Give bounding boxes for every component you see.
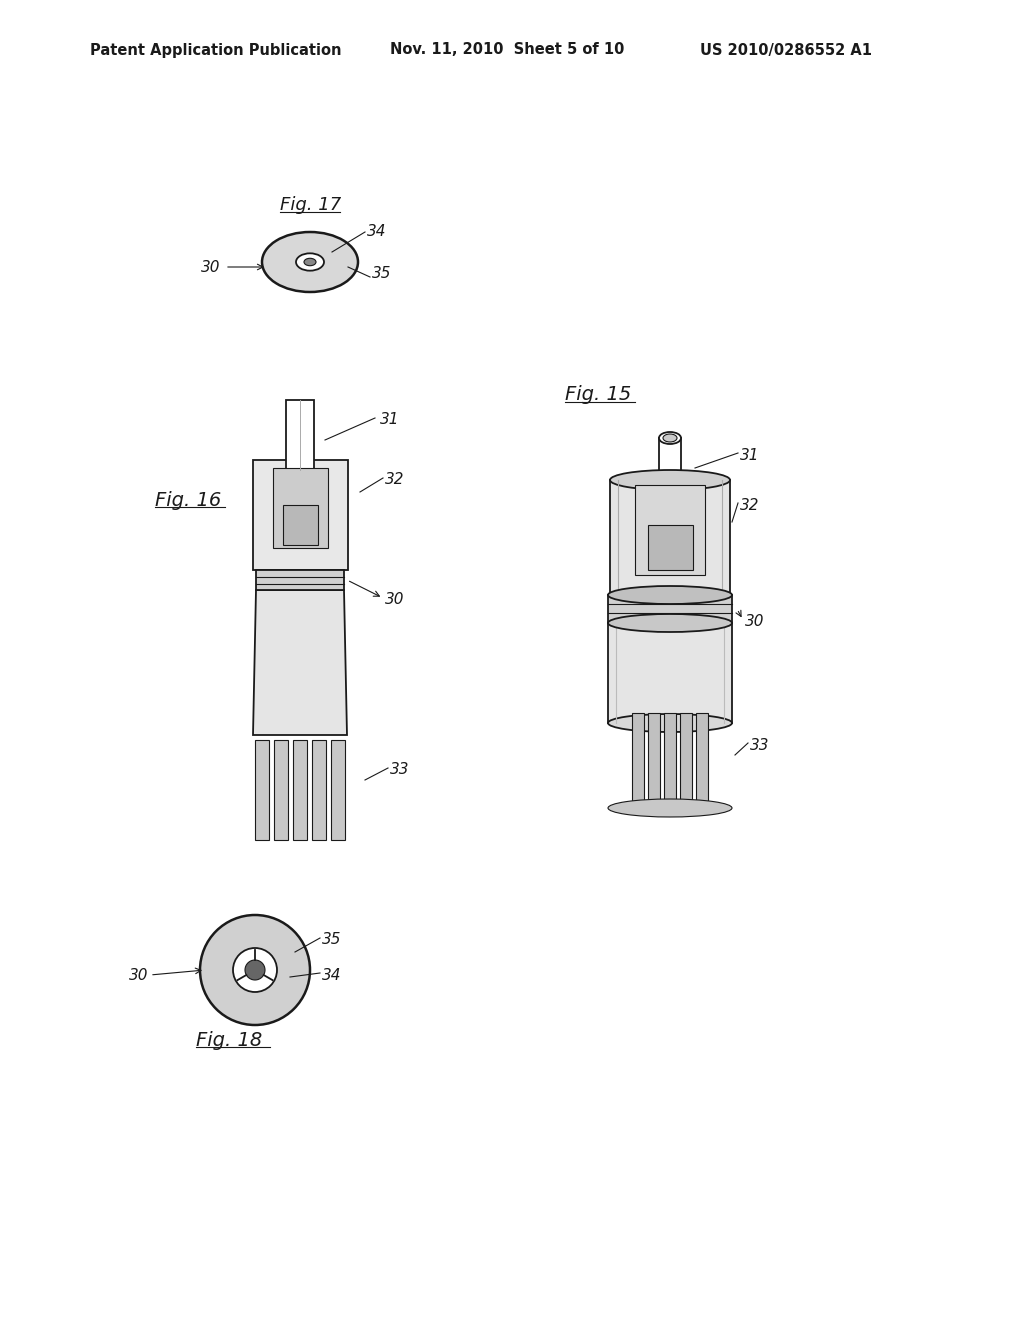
Bar — [274, 741, 288, 840]
Bar — [632, 713, 644, 808]
Bar — [256, 570, 344, 590]
Text: 34: 34 — [322, 968, 341, 982]
Bar — [696, 713, 708, 808]
Ellipse shape — [304, 259, 316, 265]
Bar — [283, 506, 318, 545]
Text: 35: 35 — [322, 932, 341, 948]
Ellipse shape — [608, 714, 732, 733]
Bar — [610, 480, 730, 595]
Ellipse shape — [245, 960, 265, 979]
Bar — [648, 525, 693, 570]
Text: Patent Application Publication: Patent Application Publication — [90, 42, 341, 58]
Text: 30: 30 — [128, 968, 148, 982]
Ellipse shape — [233, 948, 278, 993]
Ellipse shape — [608, 614, 732, 632]
Text: 31: 31 — [380, 412, 399, 428]
Text: US 2010/0286552 A1: US 2010/0286552 A1 — [700, 42, 872, 58]
Text: 32: 32 — [385, 473, 404, 487]
Text: Fig. 18: Fig. 18 — [196, 1031, 262, 1049]
Bar — [608, 623, 732, 723]
Bar — [312, 741, 326, 840]
Bar — [608, 595, 732, 623]
Bar — [659, 438, 681, 488]
Ellipse shape — [262, 232, 358, 292]
Text: 33: 33 — [750, 738, 769, 752]
Text: 35: 35 — [372, 267, 391, 281]
Text: 30: 30 — [745, 615, 765, 630]
Bar — [273, 469, 328, 548]
Bar — [648, 713, 660, 808]
Ellipse shape — [659, 432, 681, 444]
Bar — [255, 741, 269, 840]
Ellipse shape — [608, 586, 732, 605]
Bar — [664, 713, 676, 808]
Text: 34: 34 — [367, 224, 386, 239]
Bar — [331, 741, 345, 840]
Bar — [680, 713, 692, 808]
Ellipse shape — [296, 253, 324, 271]
Text: 31: 31 — [740, 447, 760, 462]
Bar — [293, 741, 307, 840]
Bar — [635, 484, 705, 576]
Ellipse shape — [200, 915, 310, 1026]
Text: Fig. 15: Fig. 15 — [565, 385, 631, 404]
Text: Nov. 11, 2010  Sheet 5 of 10: Nov. 11, 2010 Sheet 5 of 10 — [390, 42, 625, 58]
Ellipse shape — [610, 470, 730, 490]
Bar — [253, 459, 348, 570]
Text: 30: 30 — [385, 593, 404, 607]
Ellipse shape — [663, 434, 677, 442]
Text: Fig. 17: Fig. 17 — [280, 195, 341, 214]
Polygon shape — [253, 590, 347, 735]
Ellipse shape — [608, 799, 732, 817]
Text: 33: 33 — [390, 763, 410, 777]
Text: 30: 30 — [201, 260, 220, 275]
Bar — [286, 400, 314, 470]
Text: Fig. 16: Fig. 16 — [155, 491, 221, 510]
Text: 32: 32 — [740, 498, 760, 512]
